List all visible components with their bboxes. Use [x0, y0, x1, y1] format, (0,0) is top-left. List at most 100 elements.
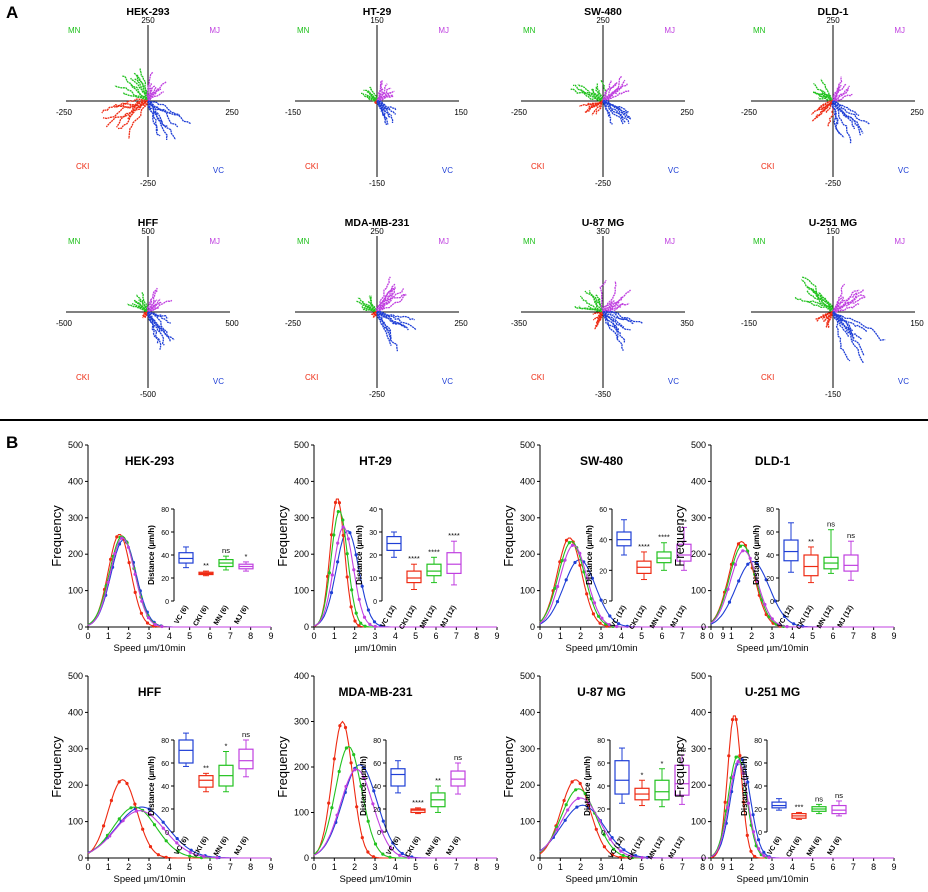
data-point: [600, 616, 604, 620]
box-y-tick-label: 0: [758, 830, 762, 837]
y-axis-label: Frequency: [672, 505, 687, 567]
quadrant-label-cki: CKI: [531, 373, 544, 382]
cell-track: [832, 311, 855, 339]
cell-track: [801, 276, 834, 313]
box-y-tick-label: 60: [161, 761, 169, 768]
data-point: [599, 598, 603, 602]
box-group-label: MN (6): [213, 836, 230, 858]
data-point: [146, 616, 151, 620]
cell-track: [147, 311, 165, 346]
data-point: [575, 805, 579, 809]
x-tick-label: 5: [187, 631, 192, 641]
cell-track: [806, 289, 834, 313]
data-point: [352, 568, 356, 572]
box-group-label: MJ (12): [668, 836, 686, 860]
x-tick-label: 1: [332, 631, 337, 641]
x-tick-label: 6: [207, 631, 212, 641]
trajectory-title: HFF: [138, 217, 159, 229]
significance-label: ns: [454, 753, 462, 762]
data-point: [740, 758, 745, 762]
cell-track: [122, 92, 149, 102]
y-tick-label: 500: [68, 671, 83, 681]
data-point: [608, 837, 612, 841]
box-group-label: MN (12): [647, 836, 666, 861]
quadrant-label-mn: MN: [68, 237, 81, 246]
x-axis-label: Speed µm/10min: [113, 874, 185, 885]
x-tick-label: 4: [167, 631, 172, 641]
cell-track: [602, 90, 630, 102]
axis-min-label: -500: [140, 390, 157, 399]
x-tick-label: 7: [228, 862, 233, 872]
box-group-label: MN (6): [213, 605, 230, 627]
data-point: [762, 850, 766, 854]
data-point: [115, 535, 119, 539]
x-tick-label: 9: [891, 631, 896, 641]
fit-curve-mj: [539, 544, 723, 628]
box-y-tick-label: 80: [161, 507, 169, 514]
cell-track: [136, 294, 149, 313]
data-point: [578, 551, 582, 556]
cell-track: [376, 310, 409, 331]
data-point: [564, 538, 569, 543]
x-tick-label: 3: [769, 862, 774, 872]
x-tick-label: 8: [871, 631, 876, 641]
data-point: [362, 776, 366, 780]
cell-track: [376, 83, 388, 102]
cell-track: [817, 97, 833, 102]
quadrant-label-mj: MJ: [438, 26, 449, 35]
box-y-axis-label: Distance (µm/h): [355, 525, 364, 585]
cell-track: [146, 299, 152, 313]
box-mn: ns MN (6): [806, 794, 827, 858]
cell-track: [116, 100, 149, 128]
x-tick-label: 8: [248, 862, 253, 872]
axis-right-label: 250: [910, 108, 924, 117]
cell-track: [578, 100, 604, 107]
data-point: [563, 558, 567, 562]
cell-track: [355, 300, 378, 313]
y-tick-label: 0: [530, 853, 535, 863]
y-axis-label: Frequency: [672, 736, 687, 798]
x-tick-label: 7: [851, 631, 856, 641]
box-iqr: [614, 760, 630, 795]
data-point: [590, 576, 595, 580]
y-tick-label: 0: [530, 622, 535, 632]
axis-min-label: -350: [595, 390, 612, 399]
cell-track: [377, 100, 397, 111]
data-point: [756, 838, 761, 842]
box-vc: VC (12): [610, 519, 632, 629]
panel-label-b: B: [6, 433, 18, 452]
x-tick-label: 9: [494, 862, 499, 872]
cell-track: [361, 92, 378, 102]
cell-track: [816, 311, 834, 322]
x-tick-label: 8: [474, 862, 479, 872]
data-point: [598, 621, 602, 625]
data-point: [176, 849, 180, 854]
x-tick-label: 7: [454, 862, 459, 872]
data-point: [640, 856, 644, 860]
y-tick-label: 400: [68, 476, 83, 486]
data-point: [329, 533, 334, 537]
cell-track: [147, 311, 167, 335]
trajectory-title: DLD-1: [818, 6, 849, 18]
data-point: [602, 833, 606, 837]
cell-track: [147, 100, 181, 117]
x-tick-label: 8: [474, 631, 479, 641]
box-group-label: CKI (6): [404, 836, 421, 859]
quadrant-label-mj: MJ: [209, 237, 220, 246]
box-vc: VC (12): [380, 531, 402, 629]
data-point: [751, 830, 756, 834]
box-mn: **** MN (12): [419, 547, 442, 630]
chart-title: HEK-293: [125, 454, 175, 468]
x-tick-label: 9: [891, 862, 896, 872]
box-cki: ** CKI (6): [192, 561, 214, 628]
data-point: [767, 855, 771, 860]
x-tick-label: 4: [167, 862, 172, 872]
box-y-tick-label: 0: [377, 830, 381, 837]
cell-track: [147, 100, 168, 141]
fit-curve-cki: [710, 715, 894, 859]
x-tick-label: 1: [558, 631, 563, 641]
x-tick-label: 0: [85, 862, 90, 872]
x-axis-label: Speed µm/10min: [339, 874, 411, 885]
data-point: [345, 552, 349, 556]
box-y-tick-label: 40: [754, 784, 762, 791]
